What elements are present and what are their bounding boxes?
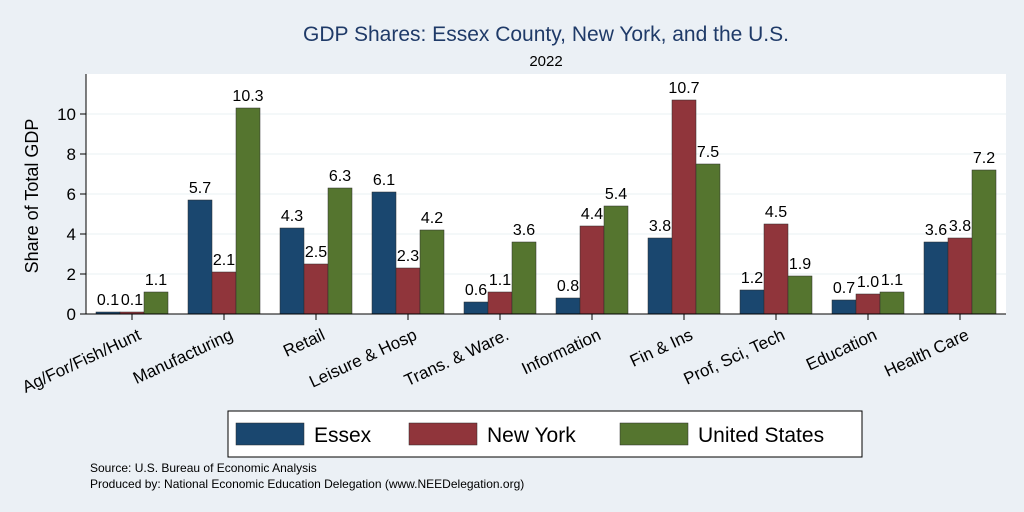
data-label-united-states-education: 1.1 (881, 272, 903, 289)
bars (95, 99, 997, 315)
data-labels: 0.1 0.11.15.72.110.34.32.56.3 6.12.34.20.6… (97, 80, 995, 309)
data-label-essex-leisure-hosp: 6.1 (373, 172, 395, 189)
bar-united-states-information (603, 205, 629, 315)
data-label-new-york-prof-sci-tech: 4.5 (765, 204, 787, 221)
bar-united-states-trans-ware (511, 241, 537, 315)
data-label-new-york-leisure-hosp: 2.3 (397, 248, 419, 265)
bar-new-york-leisure-hosp (395, 267, 421, 315)
legend-swatch-new-york (408, 422, 478, 446)
data-label-new-york-health-care: 3.8 (949, 218, 971, 235)
bar-united-states-health-care (971, 169, 997, 315)
data-label-united-states-ag-for-fish-hunt: 1.1 (145, 272, 167, 289)
y-tick-label: 4 (67, 225, 76, 244)
bar-essex-prof-sci-tech (739, 289, 765, 315)
bar-united-states-manufacturing (235, 107, 261, 315)
legend-box (227, 410, 863, 458)
data-label-essex-education: 0.7 (833, 280, 855, 297)
data-label-essex-prof-sci-tech: 1.2 (741, 270, 763, 287)
y-tick-label: 10 (57, 105, 76, 124)
data-label-new-york-fin-ins: 10.7 (668, 80, 699, 97)
data-label-new-york-ag-for-fish-hunt: 0.1 (121, 292, 143, 309)
legend-label-essex: Essex (314, 424, 372, 447)
bar-essex-trans-ware (463, 301, 489, 315)
bar-essex-education (831, 299, 857, 315)
bar-united-states-ag-for-fish-hunt (143, 291, 169, 315)
data-label-new-york-retail: 2.5 (305, 244, 327, 261)
data-label-essex-health-care: 3.6 (925, 222, 947, 239)
data-label-essex-trans-ware: 0.6 (465, 282, 487, 299)
bar-essex-health-care (923, 241, 949, 315)
legend: Essex New York United States (227, 410, 863, 458)
data-label-new-york-education: 1.0 (857, 274, 879, 291)
data-label-united-states-retail: 6.3 (329, 168, 351, 185)
produced-by-note: Produced by: National Economic Education… (90, 477, 524, 491)
bar-united-states-fin-ins (695, 163, 721, 315)
data-label-united-states-leisure-hosp: 4.2 (421, 210, 443, 227)
y-tick-label: 8 (67, 145, 76, 164)
y-tick-label: 0 (67, 305, 76, 324)
data-label-essex-ag-for-fish-hunt: 0.1 (97, 292, 119, 309)
bar-essex-information (555, 297, 581, 315)
data-label-united-states-trans-ware: 3.6 (513, 222, 535, 239)
data-label-essex-manufacturing: 5.7 (189, 180, 211, 197)
bar-new-york-trans-ware (487, 291, 513, 315)
source-note: Source: U.S. Bureau of Economic Analysis (90, 461, 317, 475)
bar-united-states-prof-sci-tech (787, 275, 813, 315)
bar-united-states-leisure-hosp (419, 229, 445, 315)
data-label-essex-fin-ins: 3.8 (649, 218, 671, 235)
y-tick-label: 2 (67, 265, 76, 284)
bar-new-york-information (579, 225, 605, 315)
data-label-united-states-health-care: 7.2 (973, 150, 995, 167)
y-ticks: 0 2 4 6 8 10 (57, 105, 86, 324)
bar-new-york-retail (303, 263, 329, 315)
data-label-new-york-manufacturing: 2.1 (213, 252, 235, 269)
legend-label-united-states: United States (698, 424, 824, 447)
data-label-new-york-trans-ware: 1.1 (489, 272, 511, 289)
y-tick-label: 6 (67, 185, 76, 204)
bar-essex-retail (279, 227, 305, 315)
bar-new-york-fin-ins (671, 99, 697, 315)
data-label-essex-retail: 4.3 (281, 208, 303, 225)
data-label-essex-information: 0.8 (557, 278, 579, 295)
bar-new-york-education (855, 293, 881, 315)
chart-subtitle: 2022 (529, 53, 562, 70)
legend-swatch-united-states (619, 422, 689, 446)
bar-essex-leisure-hosp (371, 191, 397, 315)
data-label-united-states-prof-sci-tech: 1.9 (789, 256, 811, 273)
y-axis-label: Share of Total GDP (22, 119, 42, 274)
data-label-united-states-fin-ins: 7.5 (697, 144, 719, 161)
bar-new-york-prof-sci-tech (763, 223, 789, 315)
chart-title: GDP Shares: Essex County, New York, and … (303, 23, 789, 46)
bar-united-states-education (879, 291, 905, 315)
bar-united-states-retail (327, 187, 353, 315)
data-label-united-states-information: 5.4 (605, 186, 627, 203)
legend-label-new-york: New York (487, 424, 576, 447)
legend-swatch-essex (235, 422, 305, 446)
bar-new-york-health-care (947, 237, 973, 315)
bar-new-york-manufacturing (211, 271, 237, 315)
data-label-united-states-manufacturing: 10.3 (232, 88, 263, 105)
bar-essex-fin-ins (647, 237, 673, 315)
data-label-new-york-information: 4.4 (581, 206, 603, 223)
bar-essex-manufacturing (187, 199, 213, 315)
